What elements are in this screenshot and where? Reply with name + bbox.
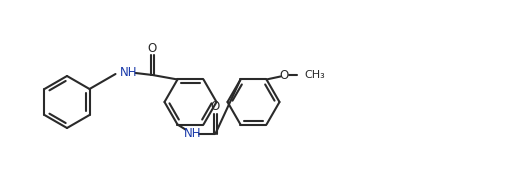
Text: NH: NH — [120, 66, 137, 79]
Text: O: O — [148, 41, 157, 55]
Text: O: O — [211, 100, 220, 113]
Text: O: O — [280, 69, 289, 82]
Text: CH₃: CH₃ — [305, 70, 325, 80]
Text: NH: NH — [184, 127, 201, 140]
